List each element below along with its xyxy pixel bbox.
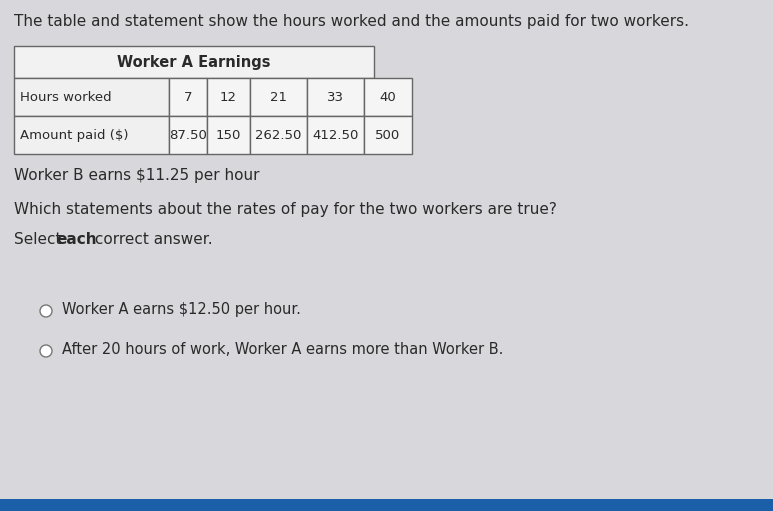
Text: 7: 7 <box>184 90 192 104</box>
Bar <box>250 78 307 116</box>
Bar <box>169 116 207 154</box>
Text: Which statements about the rates of pay for the two workers are true?: Which statements about the rates of pay … <box>14 202 557 217</box>
Text: 412.50: 412.50 <box>312 128 359 142</box>
Text: 262.50: 262.50 <box>255 128 301 142</box>
Text: 33: 33 <box>327 90 344 104</box>
Text: After 20 hours of work, Worker A earns more than Worker B.: After 20 hours of work, Worker A earns m… <box>62 342 503 357</box>
Text: 150: 150 <box>216 128 241 142</box>
Text: each: each <box>56 232 97 247</box>
Bar <box>14 78 169 116</box>
Bar <box>207 78 250 116</box>
Bar <box>250 116 307 154</box>
Text: 40: 40 <box>380 90 397 104</box>
Text: The table and statement show the hours worked and the amounts paid for two worke: The table and statement show the hours w… <box>14 14 689 29</box>
Text: Worker A earns $12.50 per hour.: Worker A earns $12.50 per hour. <box>62 302 301 317</box>
Text: 500: 500 <box>376 128 400 142</box>
Text: Amount paid ($): Amount paid ($) <box>20 128 128 142</box>
Text: Select: Select <box>14 232 66 247</box>
Text: Worker B earns $11.25 per hour: Worker B earns $11.25 per hour <box>14 168 260 183</box>
Bar <box>169 78 207 116</box>
Bar <box>207 116 250 154</box>
Circle shape <box>40 345 52 357</box>
Text: 21: 21 <box>270 90 287 104</box>
Text: Worker A Earnings: Worker A Earnings <box>117 55 271 69</box>
Bar <box>364 116 412 154</box>
Text: 12: 12 <box>220 90 237 104</box>
Text: correct answer.: correct answer. <box>90 232 213 247</box>
Bar <box>364 78 412 116</box>
Bar <box>14 116 169 154</box>
Text: 87.50: 87.50 <box>169 128 207 142</box>
Bar <box>14 46 374 78</box>
Circle shape <box>40 305 52 317</box>
Bar <box>307 116 364 154</box>
Text: Hours worked: Hours worked <box>20 90 111 104</box>
Bar <box>0 499 773 511</box>
Bar <box>307 78 364 116</box>
